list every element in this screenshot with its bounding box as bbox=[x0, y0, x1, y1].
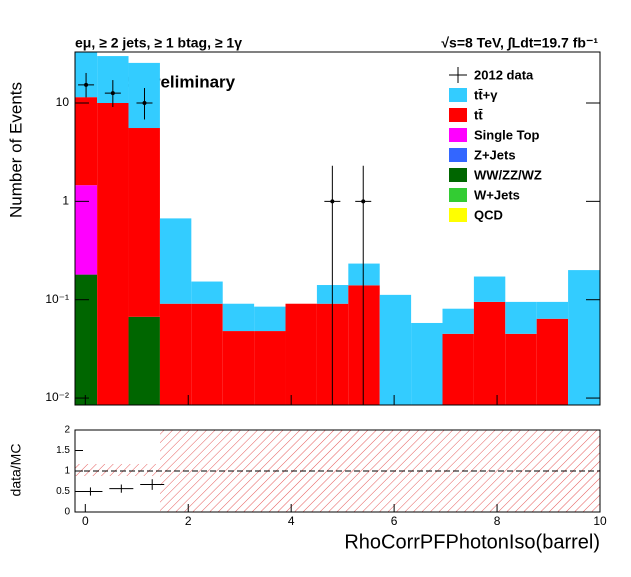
y-axis-label: Number of Events bbox=[6, 82, 25, 218]
legend-label: QCD bbox=[474, 207, 503, 222]
histogram-bar bbox=[473, 276, 506, 302]
legend-label: WW/ZZ/WZ bbox=[474, 167, 542, 182]
legend-swatch bbox=[449, 108, 467, 122]
histogram-bar bbox=[254, 306, 286, 332]
histogram-bar bbox=[536, 318, 569, 405]
plot-frame bbox=[74, 51, 601, 406]
histogram-bar bbox=[75, 274, 98, 405]
histogram-bar bbox=[411, 322, 443, 405]
x-axis-label: RhoCorrPFPhotonIso(barrel) bbox=[344, 531, 600, 553]
y-tick-label: 1 bbox=[62, 194, 69, 208]
histogram-bar bbox=[473, 301, 506, 405]
x-tick-label: 6 bbox=[391, 514, 398, 528]
histogram-bar bbox=[285, 303, 317, 405]
y-tick-label: 10 bbox=[56, 95, 70, 109]
legend-label: tt̄+γ bbox=[474, 87, 498, 102]
histogram-bar bbox=[442, 308, 474, 334]
legend-swatch bbox=[449, 128, 467, 142]
legend-swatch bbox=[449, 188, 467, 202]
histogram-bar bbox=[568, 270, 600, 405]
histogram-bar bbox=[159, 218, 192, 304]
legend-swatch bbox=[449, 148, 467, 162]
y-tick-label: 10⁻² bbox=[45, 390, 69, 404]
histogram-bar bbox=[97, 102, 129, 405]
chart-title: eμ, ≥ 2 jets, ≥ 1 btag, ≥ 1γ bbox=[75, 35, 242, 51]
histogram-bar bbox=[222, 331, 255, 405]
legend-swatch bbox=[449, 208, 467, 222]
data-point bbox=[361, 199, 366, 204]
histogram-bar bbox=[191, 281, 223, 304]
y-tick-label: 0.5 bbox=[56, 486, 70, 497]
x-tick-label: 8 bbox=[494, 514, 501, 528]
data-point bbox=[110, 91, 115, 96]
x-tick-label: 2 bbox=[185, 514, 192, 528]
histogram-bar bbox=[222, 303, 255, 332]
histogram-bar bbox=[536, 301, 569, 319]
y-tick-label: 1.5 bbox=[56, 445, 70, 456]
data-point bbox=[84, 82, 89, 87]
y-tick-label: 2 bbox=[64, 425, 70, 436]
histogram-bar bbox=[505, 333, 537, 405]
y-tick-label: 10⁻¹ bbox=[45, 292, 69, 306]
histogram-bar bbox=[191, 303, 223, 405]
legend-swatch bbox=[449, 168, 467, 182]
x-tick-label: 10 bbox=[593, 514, 607, 528]
legend-label: 2012 data bbox=[474, 67, 534, 82]
data-point bbox=[330, 199, 335, 204]
chart-subtitle: √s=8 TeV, ∫Ldt=19.7 fb⁻¹ bbox=[441, 35, 598, 52]
histogram-bar bbox=[348, 285, 380, 405]
legend-swatch bbox=[449, 88, 467, 102]
histogram-bar bbox=[505, 301, 537, 334]
data-point bbox=[142, 100, 147, 105]
histogram-bar bbox=[159, 303, 192, 405]
legend-label: W+Jets bbox=[474, 187, 520, 202]
histogram-bar bbox=[128, 316, 160, 405]
y-tick-label: 1 bbox=[64, 466, 70, 477]
y-axis-label: data/MC bbox=[8, 444, 24, 497]
legend-label: tt̄ bbox=[474, 107, 483, 122]
plot-frame bbox=[74, 429, 601, 513]
uncertainty-band bbox=[75, 464, 160, 476]
x-tick-label: 4 bbox=[288, 514, 295, 528]
histogram-bar bbox=[442, 333, 474, 405]
histogram-bar bbox=[379, 294, 412, 405]
histogram-bar bbox=[348, 263, 380, 286]
histogram-bar bbox=[254, 331, 286, 405]
x-tick-label: 0 bbox=[82, 514, 89, 528]
histogram-bar bbox=[128, 128, 160, 317]
y-tick-label: 0 bbox=[64, 507, 70, 518]
histogram-bar bbox=[75, 97, 98, 186]
legend-label: Single Top bbox=[474, 127, 540, 142]
legend-label: Z+Jets bbox=[474, 147, 516, 162]
histogram-bar bbox=[75, 185, 98, 275]
